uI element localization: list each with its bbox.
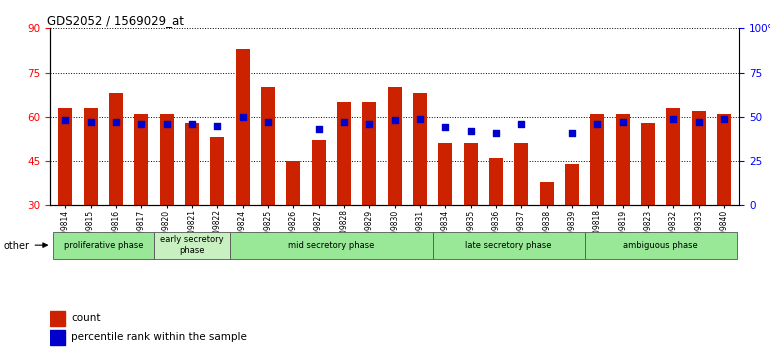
Point xyxy=(388,118,400,123)
Point xyxy=(85,119,97,125)
Point xyxy=(110,119,122,125)
Bar xyxy=(312,141,326,205)
FancyBboxPatch shape xyxy=(154,232,230,259)
Point xyxy=(617,119,629,125)
FancyBboxPatch shape xyxy=(230,232,433,259)
Point xyxy=(186,121,198,127)
Bar xyxy=(565,164,579,205)
Bar xyxy=(109,93,123,205)
Point xyxy=(692,119,705,125)
Text: GDS2052 / 1569029_at: GDS2052 / 1569029_at xyxy=(47,14,183,27)
Text: early secretory
phase: early secretory phase xyxy=(160,235,224,255)
Point xyxy=(160,121,172,127)
Bar xyxy=(50,330,65,345)
Bar xyxy=(387,87,402,205)
Point xyxy=(313,126,325,132)
Bar xyxy=(514,143,528,205)
Text: other: other xyxy=(3,241,29,251)
Point xyxy=(591,121,604,127)
Text: late secretory phase: late secretory phase xyxy=(465,241,552,250)
Point xyxy=(338,119,350,125)
Bar xyxy=(691,111,705,205)
Point xyxy=(718,116,730,121)
Point xyxy=(439,125,451,130)
FancyBboxPatch shape xyxy=(584,232,737,259)
Bar xyxy=(337,102,351,205)
Bar xyxy=(185,123,199,205)
Text: count: count xyxy=(71,313,101,323)
Bar xyxy=(84,108,98,205)
Bar xyxy=(59,108,72,205)
Point xyxy=(262,119,274,125)
Text: mid secretory phase: mid secretory phase xyxy=(288,241,374,250)
Point xyxy=(566,130,578,136)
Point xyxy=(515,121,527,127)
Bar xyxy=(134,114,149,205)
Bar xyxy=(540,182,554,205)
Text: proliferative phase: proliferative phase xyxy=(63,241,143,250)
Bar xyxy=(286,161,300,205)
Bar xyxy=(591,114,604,205)
Point xyxy=(236,114,249,120)
Bar xyxy=(717,114,731,205)
Point xyxy=(413,116,426,121)
Bar xyxy=(489,158,503,205)
Bar xyxy=(413,93,427,205)
Text: ambiguous phase: ambiguous phase xyxy=(623,241,698,250)
Bar xyxy=(666,108,680,205)
Point xyxy=(490,130,502,136)
Text: percentile rank within the sample: percentile rank within the sample xyxy=(71,332,247,342)
FancyBboxPatch shape xyxy=(52,232,154,259)
Bar xyxy=(261,87,275,205)
Bar xyxy=(236,49,249,205)
Bar xyxy=(363,102,377,205)
Point xyxy=(464,128,477,134)
Bar xyxy=(210,137,224,205)
Point xyxy=(135,121,147,127)
Bar xyxy=(641,123,655,205)
Point xyxy=(211,123,223,129)
FancyBboxPatch shape xyxy=(433,232,584,259)
Point xyxy=(59,118,72,123)
Bar xyxy=(464,143,477,205)
Bar xyxy=(50,311,65,326)
Point xyxy=(667,116,679,121)
Point xyxy=(363,121,376,127)
Bar xyxy=(438,143,452,205)
Bar xyxy=(616,114,630,205)
Bar xyxy=(159,114,173,205)
